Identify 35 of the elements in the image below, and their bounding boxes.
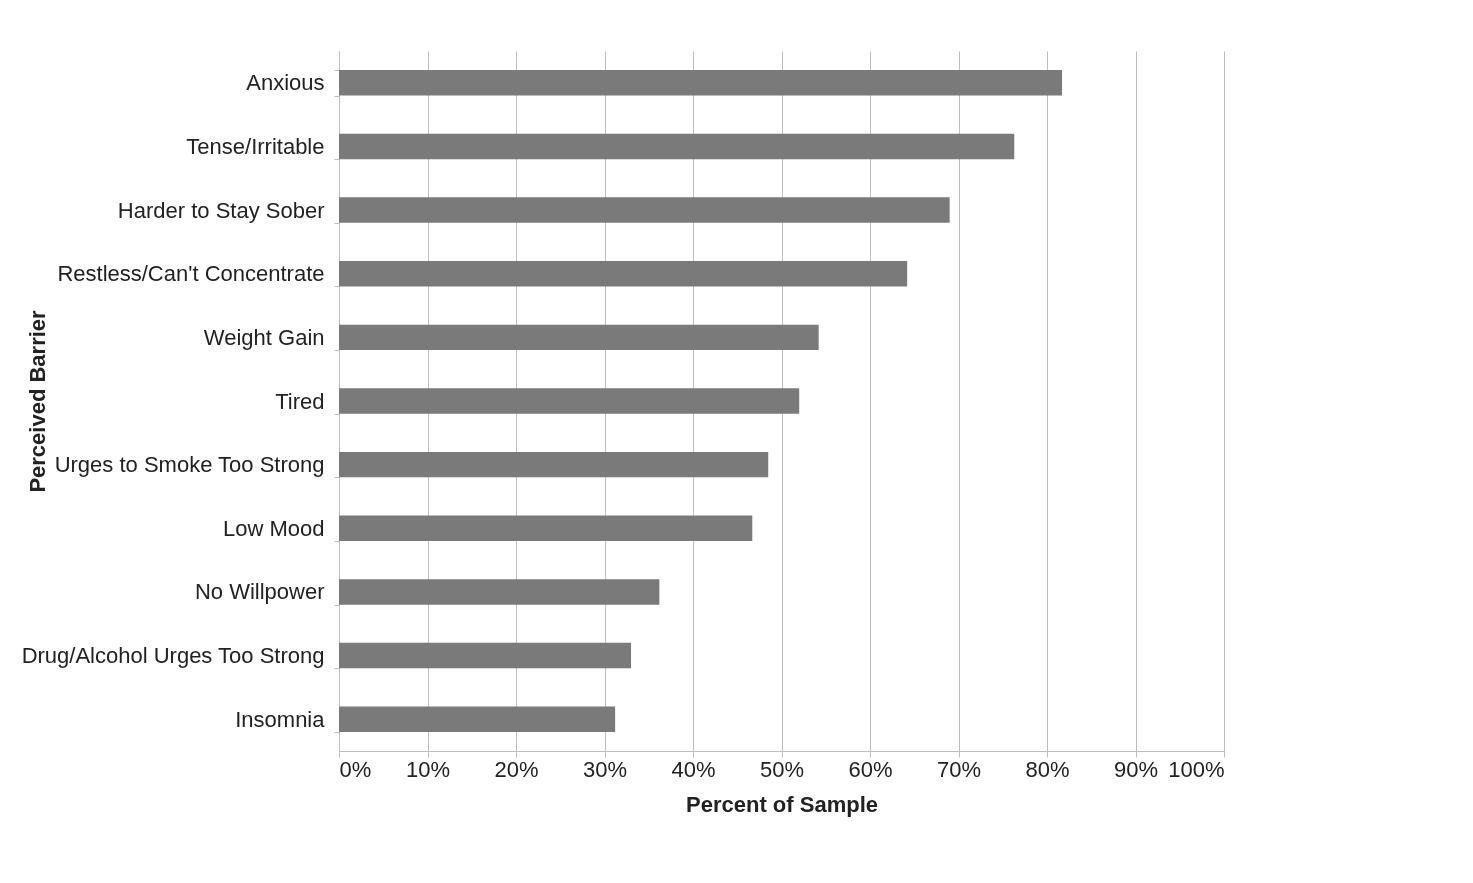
y-tick-label: Urges to Smoke Too Strong: [54, 452, 325, 478]
y-tick-label: Insomnia: [235, 706, 326, 732]
x-axis-title: Percent of Sample: [686, 791, 878, 817]
x-tick-label: 100%: [1168, 756, 1225, 782]
bar: [339, 133, 1015, 160]
bar: [339, 324, 819, 351]
bar: [339, 706, 616, 732]
x-tick-label: 70%: [936, 756, 982, 782]
bar: [339, 70, 1063, 96]
bar: [339, 451, 769, 478]
x-tick-label: 20%: [494, 756, 539, 782]
bar: [339, 515, 753, 541]
y-tick-label: Weight Gain: [203, 324, 325, 350]
x-tick-label: 50%: [759, 756, 805, 782]
x-tick-label: 80%: [1025, 756, 1070, 782]
y-tick-label: No Willpower: [194, 579, 325, 605]
bar: [339, 388, 800, 414]
bar: [339, 642, 632, 669]
bar: [339, 579, 660, 605]
y-tick-label: Restless/Can't Concentrate: [57, 261, 325, 287]
y-tick-label: Anxious: [246, 70, 325, 96]
bar: [339, 197, 950, 223]
x-tick-label: 30%: [582, 756, 628, 782]
x-tick-label: 90%: [1113, 756, 1159, 782]
x-tick-label: 60%: [848, 756, 893, 782]
y-axis-title: Perceived Barrier: [24, 309, 50, 493]
y-tick-label: Tired: [275, 388, 325, 414]
y-tick-label: Drug/Alcohol Urges Too Strong: [21, 643, 325, 669]
x-tick-label: 10%: [405, 756, 451, 782]
y-tick-label: Harder to Stay Sober: [117, 197, 325, 223]
x-tick-label: 40%: [671, 756, 716, 782]
y-tick-label: Low Mood: [222, 515, 325, 541]
bar: [339, 261, 908, 287]
x-tick-label: 0%: [339, 756, 372, 782]
y-tick-label: Tense/Irritable: [186, 133, 325, 159]
